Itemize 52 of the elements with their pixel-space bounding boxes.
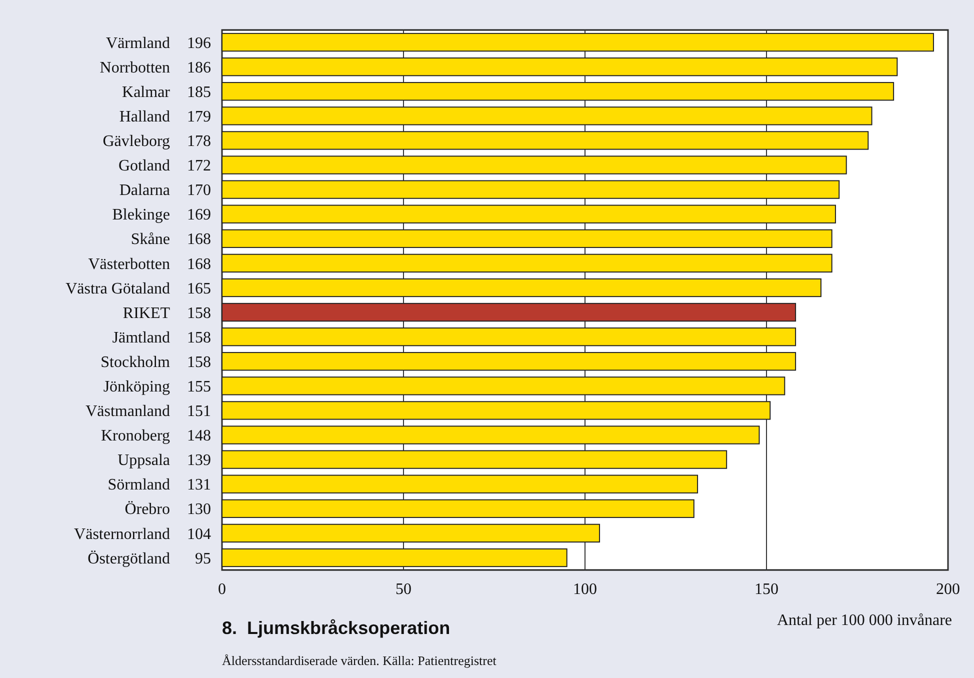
x-tick-label: 50 [396, 581, 412, 598]
x-tick-label: 0 [218, 581, 226, 598]
y-tick-label: Sörmland [108, 476, 170, 494]
data-label: 130 [187, 501, 211, 518]
data-label: 172 [187, 158, 211, 175]
y-tick-label: Dalarna [119, 182, 170, 200]
data-label: 148 [187, 428, 211, 445]
data-label: 158 [187, 329, 211, 346]
data-label: 158 [187, 304, 211, 322]
y-tick-label: Uppsala [118, 452, 170, 470]
text: 8. Ljumskbråcksoperation [222, 618, 450, 638]
data-label: 158 [187, 354, 211, 371]
x-tick-label: 150 [754, 581, 778, 598]
data-label: 139 [187, 452, 211, 470]
data-label: 155 [187, 378, 211, 396]
y-tick-label: Värmland [106, 34, 170, 52]
y-tick-label: Jönköping [103, 378, 170, 396]
data-label: 95 [195, 550, 211, 568]
data-label: 169 [187, 206, 211, 224]
y-tick-label: Halland [119, 108, 170, 126]
y-tick-label: Örebro [124, 501, 170, 518]
text: Åldersstandardiserade värden. Källa: Patientregistret [222, 653, 497, 668]
y-tick-label: RIKET [122, 304, 170, 322]
data-label: 168 [187, 231, 211, 248]
y-tick-label: Norrbotten [100, 59, 170, 76]
y-tick-label: Västerbotten [88, 256, 170, 273]
data-label: 151 [187, 403, 211, 420]
data-label: 104 [187, 526, 211, 543]
x-tick-label: 100 [573, 581, 597, 598]
y-tick-label: Östergötland [88, 550, 170, 568]
y-tick-label: Stockholm [100, 354, 171, 371]
data-label: 196 [187, 34, 211, 52]
data-label: 170 [187, 182, 211, 200]
y-tick-label: Västra Götaland [66, 280, 170, 298]
y-tick-label: Gotland [118, 158, 170, 175]
data-label: 168 [187, 256, 211, 273]
y-tick-label: Kalmar [122, 84, 171, 101]
data-label: 165 [187, 280, 211, 298]
y-tick-label: Blekinge [112, 206, 170, 224]
y-tick-label: Västernorrland [74, 526, 170, 543]
data-label: 179 [187, 108, 211, 126]
data-label: 131 [187, 476, 211, 494]
y-tick-label: Jämtland [112, 329, 170, 346]
y-tick-label: Västmanland [86, 403, 170, 420]
data-label: 185 [187, 84, 211, 101]
x-tick-label: 200 [936, 581, 960, 598]
data-label: 178 [187, 133, 211, 150]
y-tick-label: Skåne [130, 231, 170, 248]
y-tick-label: Kronoberg [100, 428, 170, 445]
y-tick-label: Gävleborg [102, 133, 170, 150]
x-axis-title: Antal per 100 000 invånare [776, 612, 952, 629]
data-label: 186 [187, 59, 211, 76]
